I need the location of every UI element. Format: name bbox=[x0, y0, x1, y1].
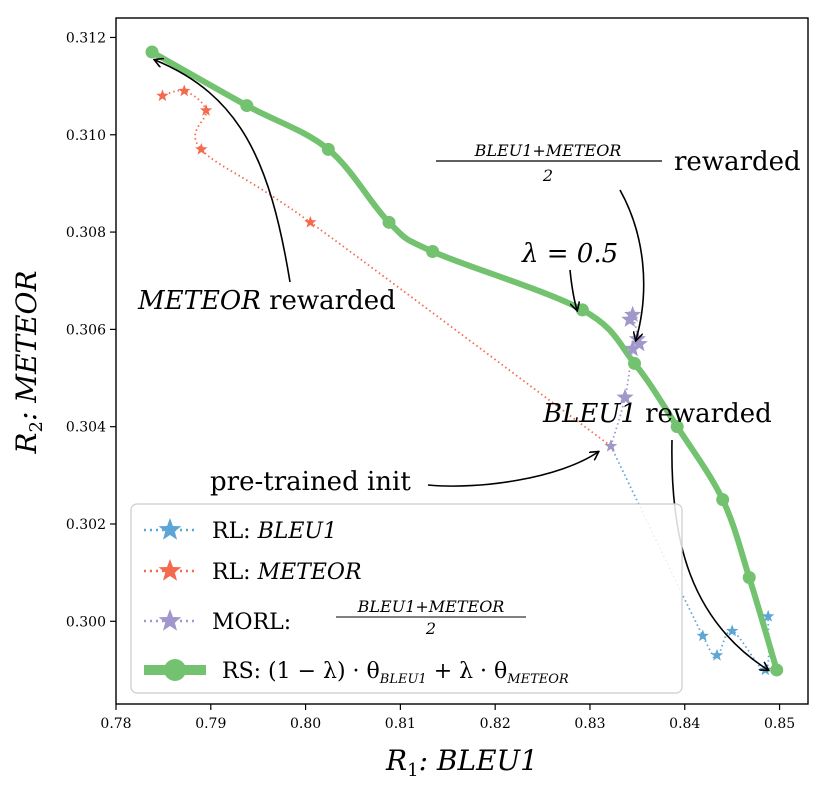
point-morl bbox=[621, 310, 639, 327]
legend-marker-rl-bleu bbox=[158, 518, 182, 540]
arrow-meteor-rewarded bbox=[155, 60, 291, 283]
y-tick-label: 0.310 bbox=[66, 128, 106, 144]
x-tick-label: 0.82 bbox=[480, 716, 511, 732]
point-rl-meteor bbox=[178, 84, 191, 97]
x-tick-label: 0.85 bbox=[764, 716, 795, 732]
point-rl-meteor bbox=[199, 103, 213, 116]
series-line-rs bbox=[149, 49, 780, 673]
point-rs bbox=[240, 99, 254, 113]
x-tick-label: 0.83 bbox=[574, 716, 605, 732]
legend-label-morl-denominator: 2 bbox=[425, 619, 436, 638]
point-rl-meteor bbox=[156, 89, 169, 102]
x-tick-label: 0.81 bbox=[385, 716, 416, 732]
point-rs bbox=[382, 215, 396, 229]
y-tick-label: 0.300 bbox=[66, 614, 106, 630]
annotation-morl-rewarded: BLEU1+METEOR 2 rewarded bbox=[436, 141, 801, 185]
point-rs bbox=[628, 356, 642, 370]
x-axis-label: R1: BLEU1 bbox=[385, 744, 538, 781]
annotation-morl-numerator: BLEU1+METEOR bbox=[474, 141, 622, 160]
y-tick-label: 0.312 bbox=[66, 30, 106, 46]
legend-label-rl-bleu: RL: BLEU1 bbox=[212, 519, 337, 544]
point-rs bbox=[770, 663, 784, 677]
annotation-meteor-rewarded: METEOR rewarded bbox=[137, 286, 396, 316]
point-rs bbox=[321, 142, 335, 156]
legend-label-rs: RS: (1 − λ) · θBLEU1 + λ · θMETEOR bbox=[222, 659, 569, 687]
y-tick-label: 0.308 bbox=[66, 225, 106, 241]
arrow-pretrained-init bbox=[427, 452, 598, 487]
point-rl-bleu bbox=[696, 629, 709, 642]
annotation-morl-denominator: 2 bbox=[542, 166, 553, 185]
arrow-morl-rewarded bbox=[619, 189, 645, 340]
point-morl bbox=[624, 305, 642, 323]
annotation-bleu-rewarded: BLEU1 rewarded bbox=[542, 399, 772, 429]
annotation-pretrained-init: pre-trained init bbox=[210, 467, 411, 497]
arrow-bleu-rewarded bbox=[671, 439, 768, 670]
point-morl bbox=[630, 334, 648, 352]
point-rl-bleu bbox=[725, 624, 739, 637]
point-rs bbox=[716, 493, 730, 507]
point-morl bbox=[604, 439, 618, 452]
y-tick-label: 0.302 bbox=[66, 517, 106, 533]
point-rl-meteor bbox=[304, 215, 317, 228]
point-rl-meteor bbox=[195, 142, 208, 155]
point-rs bbox=[742, 571, 756, 585]
legend-label-morl-prefix: MORL: bbox=[212, 610, 291, 635]
annotation-lambda: λ = 0.5 bbox=[521, 239, 618, 269]
point-rs bbox=[670, 420, 684, 434]
series-markers bbox=[145, 45, 784, 677]
legend-label-rl-meteor: RL: METEOR bbox=[212, 560, 362, 585]
legend: RL: BLEU1 RL: METEOR MORL: BLEU1+METEOR … bbox=[130, 503, 683, 694]
legend-marker-morl bbox=[158, 609, 182, 631]
legend-marker-rs bbox=[164, 659, 186, 681]
y-tick-label: 0.306 bbox=[66, 322, 106, 338]
annotation-arrows bbox=[155, 60, 768, 670]
point-rl-bleu bbox=[762, 609, 775, 622]
legend-marker-rl-meteor bbox=[158, 559, 182, 581]
x-tick-label: 0.78 bbox=[100, 716, 131, 732]
y-axis-label: R2: METEOR bbox=[10, 270, 47, 454]
annotation-morl-text: rewarded bbox=[674, 147, 801, 177]
axis-ticks: 0.78 0.79 0.80 0.81 0.82 0.83 0.84 0.85 0.300 0.3… bbox=[66, 30, 795, 732]
point-morl bbox=[624, 339, 642, 357]
point-rl-bleu bbox=[710, 648, 724, 661]
x-tick-label: 0.80 bbox=[290, 716, 321, 732]
legend-label-morl-numerator: BLEU1+METEOR bbox=[357, 597, 505, 616]
point-rs bbox=[145, 45, 159, 59]
y-tick-label: 0.304 bbox=[66, 420, 106, 436]
legend-box bbox=[130, 503, 683, 694]
point-rs bbox=[426, 245, 440, 259]
point-morl bbox=[616, 388, 634, 405]
arrow-lambda bbox=[569, 269, 577, 310]
x-tick-label: 0.79 bbox=[195, 716, 226, 732]
point-rs bbox=[575, 303, 589, 317]
x-tick-label: 0.84 bbox=[669, 716, 700, 732]
